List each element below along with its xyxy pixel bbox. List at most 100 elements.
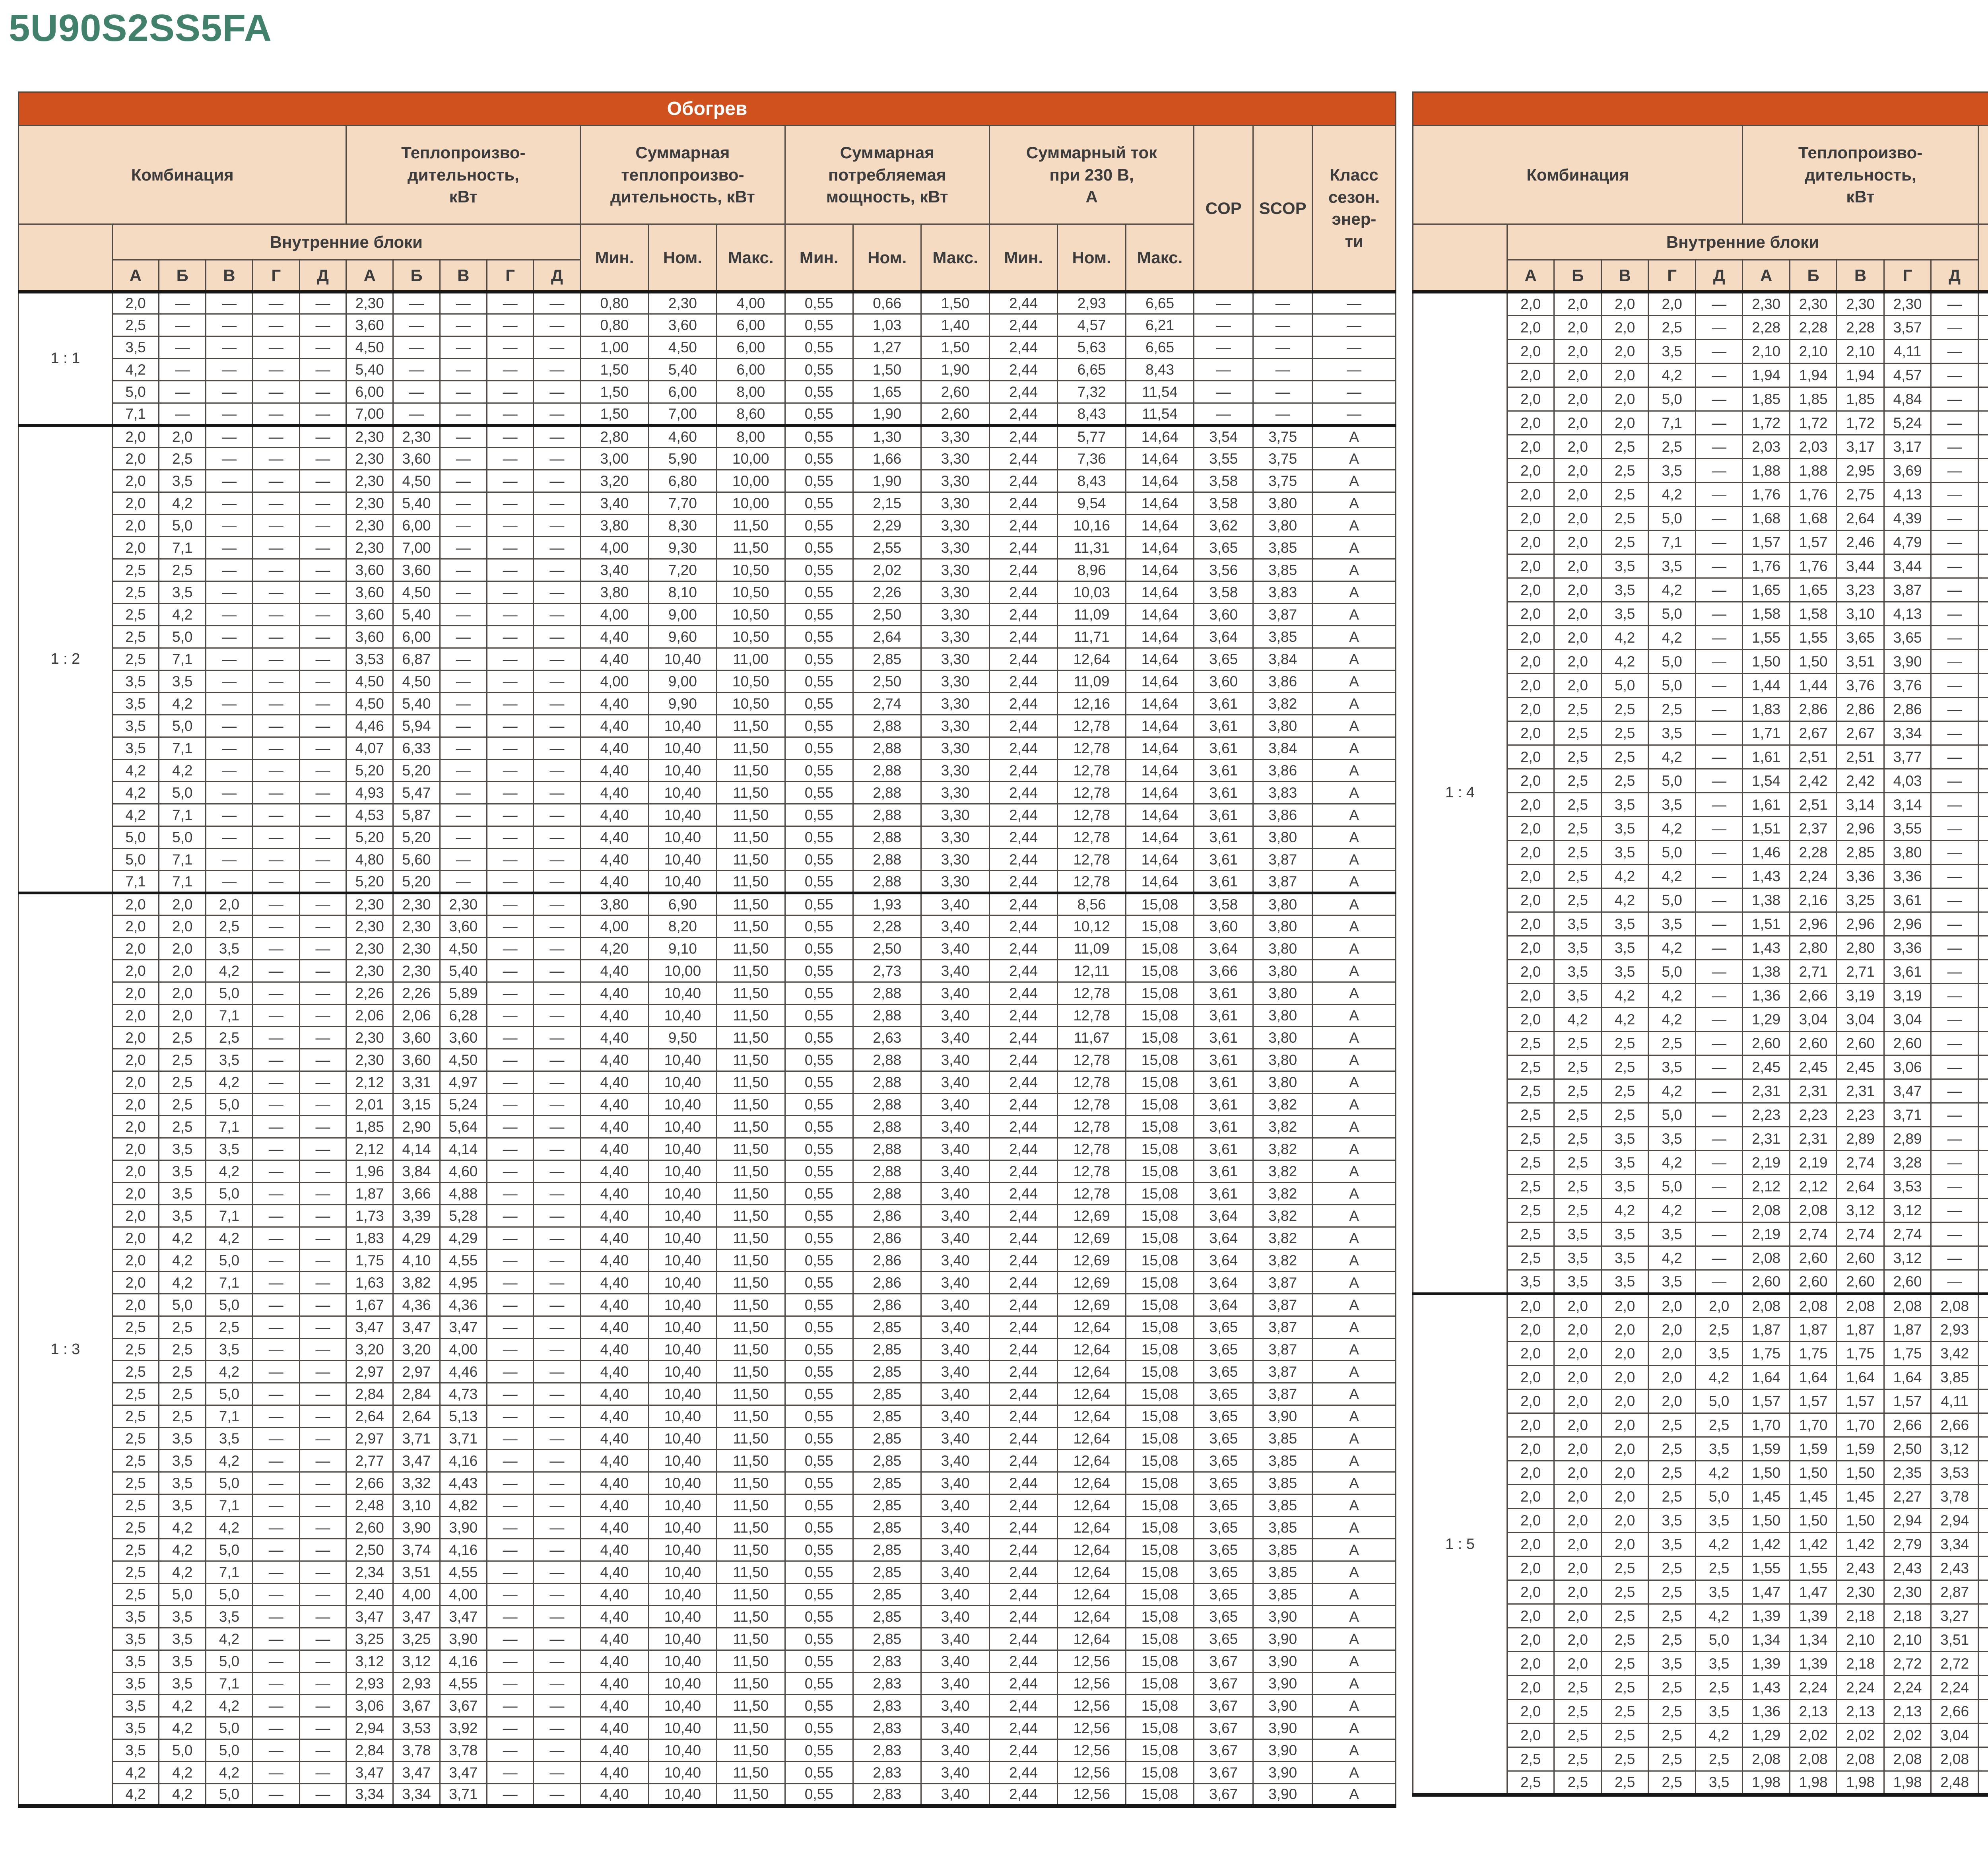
table-row: 2,02,02,54,2—1,761,762,754,13—4,4010,401… (1413, 482, 1988, 507)
cell: 2,30 (346, 447, 394, 470)
cell: 11,50 (716, 1627, 786, 1651)
cell: — (299, 1405, 347, 1428)
cell: 2,44 (988, 1226, 1058, 1250)
cell: 4,40 (580, 1494, 649, 1517)
cell: — (1930, 673, 1979, 698)
cell: — (1930, 410, 1979, 435)
cell: 3,80 (1252, 826, 1313, 849)
cell: 4,40 (1977, 482, 1988, 507)
cell: — (1695, 888, 1743, 913)
cell: 2,5 (1648, 1436, 1696, 1461)
cell: 12,78 (1057, 1093, 1126, 1116)
table-row: 2,5 3,5— — —3,60 4,50— — —3,80 8,10 10,50 0,55 2,2… (19, 581, 1396, 604)
cell: 1,83 (346, 1226, 394, 1250)
cell: 12,69 (1057, 1204, 1126, 1228)
cell: 10,40 (648, 1716, 718, 1740)
table-row: 2,5 2,5— — —3,60 3,60— — —3,40 7,20 10,50 0,55 2,0… (19, 558, 1396, 582)
cell: 4,2 (205, 1516, 253, 1539)
cell: 4,40 (580, 981, 649, 1005)
cell: 3,5 (1648, 1055, 1696, 1080)
cell: 1,70 (1742, 1413, 1790, 1438)
table-row: 2,0 4,2 7,1— —1,63 3,82 4,95— —4,40 10,40 11,50 0… (19, 1271, 1396, 1294)
table-row: 2,5 2,5 4,2— —2,97 2,97 4,46— —4,40 10,40 11,50 0… (19, 1360, 1396, 1383)
cell: 2,88 (852, 803, 922, 827)
col-header-group-spacer (1412, 223, 1508, 292)
cell: 5,20 (392, 826, 441, 849)
cell: 3,5 (1648, 1222, 1696, 1247)
cell: — (1193, 358, 1254, 381)
cell: 2,90 (392, 1115, 441, 1139)
cell: 3,61 (1193, 1160, 1254, 1183)
cell: — (252, 1026, 300, 1049)
cell: 2,18 (1836, 1651, 1885, 1676)
cell: — (1695, 768, 1743, 793)
cell: 2,86 (852, 1204, 922, 1228)
cell: 3,12 (1883, 1198, 1932, 1223)
cell: 10,16 (1057, 514, 1126, 537)
cell: 1,94 (1836, 363, 1885, 388)
cell: — (299, 781, 347, 804)
cell: — (1252, 380, 1313, 404)
cell: 2,64 (346, 1405, 394, 1428)
cell: 12,64 (1057, 1605, 1126, 1628)
cell: A (1312, 1605, 1396, 1628)
cell: 1,03 (852, 313, 922, 337)
cell: 2,08 (1836, 1292, 1885, 1318)
cell: 1,51 (1742, 911, 1790, 936)
cell: 2,5 (1600, 1078, 1649, 1104)
cell: 7,00 (392, 536, 441, 560)
cell: — (252, 1338, 300, 1361)
cell: — (1695, 315, 1743, 340)
cell: 2,5 (158, 558, 207, 582)
cell: 11,50 (716, 915, 786, 938)
cell: 3,61 (1193, 1071, 1254, 1094)
cell: 3,40 (920, 937, 990, 960)
cell: 9,30 (648, 536, 718, 560)
group-label: 1 : 5 (1412, 1292, 1508, 1795)
cell: 4,03 (1883, 768, 1932, 793)
cell: — (205, 402, 253, 426)
cell: — (1930, 506, 1979, 531)
cell: 15,08 (1125, 1226, 1195, 1250)
cell: 1,76 (1789, 482, 1838, 507)
cell: 2,5 (1600, 768, 1649, 793)
cell: A (1312, 581, 1396, 604)
cell: 2,85 (852, 1338, 922, 1361)
cell: 4,40 (1977, 1556, 1988, 1581)
cell: — (486, 1226, 534, 1250)
cell: 2,0 (1553, 458, 1602, 483)
cell: 2,86 (1836, 697, 1885, 722)
cell: A (1312, 1427, 1396, 1450)
cell: — (299, 313, 347, 337)
cell: 4,40 (580, 1271, 649, 1294)
table-row: 2,5 4,2 7,1— —2,34 3,51 4,55— —4,40 10,40 11,50 0… (19, 1560, 1396, 1584)
col-header-nom: Ном. (852, 223, 922, 292)
cell: 2,5 (1600, 530, 1649, 555)
cell: 3,61 (1193, 1182, 1254, 1205)
cell: 4,2 (1648, 577, 1696, 602)
cell: — (252, 1783, 300, 1807)
cell: 2,60 (1883, 1031, 1932, 1056)
cell: 2,08 (1742, 1198, 1790, 1223)
cell: — (252, 848, 300, 871)
cell: 2,0 (1553, 363, 1602, 388)
cell: 4,40 (580, 1071, 649, 1094)
cell: — (486, 848, 534, 871)
cell: 2,0 (1506, 1317, 1555, 1342)
cell: 4,40 (1977, 339, 1988, 364)
cell: 4,40 (1977, 697, 1988, 722)
cell: 3,40 (920, 1605, 990, 1628)
cell: 4,2 (158, 1249, 207, 1272)
cell: 3,47 (392, 1761, 441, 1784)
table-row: 2,02,02,02,03,51,751,751,751,753,424,201… (1413, 1341, 1988, 1366)
cell: 3,90 (1883, 649, 1932, 674)
cell: 3,71 (392, 1427, 441, 1450)
cell: — (486, 803, 534, 827)
cell: 1,64 (1883, 1365, 1932, 1390)
cell: — (158, 313, 207, 337)
cell: 2,85 (852, 1405, 922, 1428)
cell: 10,40 (648, 1182, 718, 1205)
cell: 2,26 (346, 981, 394, 1005)
cell: 2,0 (111, 424, 160, 448)
